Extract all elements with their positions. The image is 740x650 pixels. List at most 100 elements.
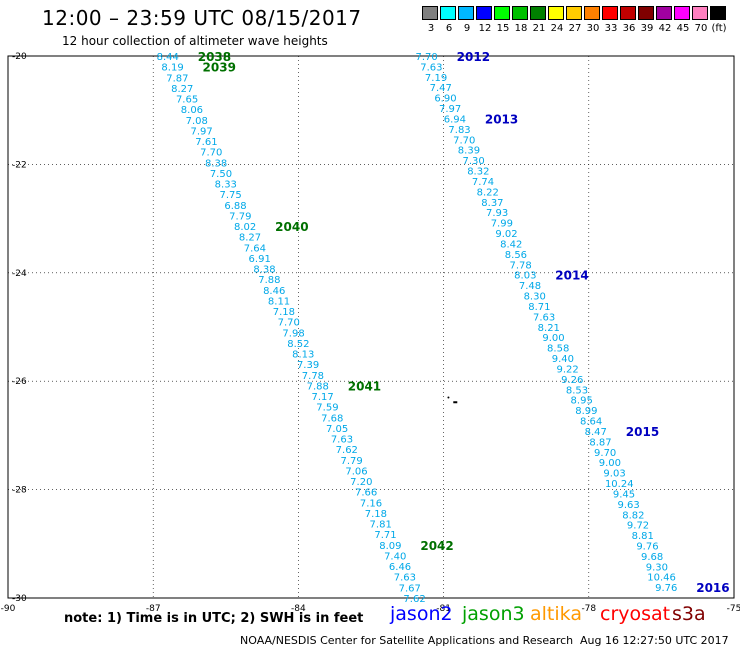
pass-time-label: 2015 (626, 425, 659, 439)
colorbar-label: 30 (586, 23, 600, 34)
wave-height-value: 8.03 (514, 271, 536, 282)
wave-height-value: 7.79 (341, 456, 363, 467)
wave-height-value: 9.40 (552, 354, 574, 365)
generated-timestamp: Aug 16 12:27:50 UTC 2017 (580, 634, 729, 647)
wave-height-value: 10.46 (647, 573, 676, 584)
wave-height-value: 7.59 (316, 403, 338, 414)
footer-note: note: 1) Time is in UTC; 2) SWH is in fe… (64, 611, 364, 626)
wave-height-value: 7.62 (336, 445, 358, 456)
wave-height-value: 7.99 (491, 219, 513, 230)
wave-height-value: 7.88 (307, 381, 329, 392)
wave-height-value: 7.50 (210, 169, 232, 180)
wave-height-colorbar: 3 6 9 12 15 18 21 24 27 30 33 36 39 42 45 70 (ft) (422, 6, 728, 34)
wave-height-value: 6.90 (434, 94, 456, 105)
wave-height-value: 8.53 (566, 385, 588, 396)
colorbar-label: 36 (622, 23, 636, 34)
wave-height-value: 8.21 (538, 323, 560, 334)
wave-height-value: 9.03 (603, 469, 625, 480)
colorbar-label: 33 (604, 23, 618, 34)
longitude-tick-label: -78 (581, 604, 596, 614)
colorbar-label: 42 (658, 23, 672, 34)
legend-item-cryosat: cryosat (600, 603, 671, 625)
latitude-tick-label: -24 (12, 269, 27, 279)
colorbar-label: 18 (514, 23, 528, 34)
longitude-tick-label: -84 (291, 604, 306, 614)
colorbar-swatch (602, 6, 618, 20)
wave-height-value: 7.05 (326, 424, 348, 435)
colorbar-swatches (422, 6, 728, 20)
wave-height-value: 7.63 (420, 62, 442, 73)
wave-height-value: 8.44 (157, 52, 179, 63)
wave-height-value: 9.68 (641, 552, 663, 563)
pass-time-label: 2016 (696, 581, 729, 595)
wave-height-value: 7.64 (244, 243, 266, 254)
colorbar-label: 70 (694, 23, 708, 34)
colorbar-swatch (638, 6, 654, 20)
longitude-tick-label: -81 (436, 604, 451, 614)
wave-height-value: 7.62 (403, 594, 425, 605)
wave-height-value: 8.30 (524, 292, 546, 303)
wave-height-value: 7.06 (345, 466, 367, 477)
colorbar-label: 27 (568, 23, 582, 34)
colorbar-swatch (692, 6, 708, 20)
colorbar-swatch (566, 6, 582, 20)
wave-height-value: 6.46 (389, 562, 411, 573)
wave-height-value: 7.68 (321, 413, 343, 424)
wave-height-value: 7.98 (282, 328, 304, 339)
wave-height-value: 7.48 (519, 281, 541, 292)
wave-height-value: 7.61 (195, 137, 217, 148)
latitude-tick-label: -28 (12, 486, 27, 496)
wave-height-value: 7.70 (200, 148, 222, 159)
wave-height-value: 8.27 (171, 84, 193, 95)
legend-item-s3a: s3a (672, 603, 706, 625)
pass-time-label: 2038 (198, 50, 231, 64)
wave-height-value: 8.11 (268, 296, 290, 307)
wave-height-value: 7.75 (220, 190, 242, 201)
latitude-tick-label: -30 (12, 594, 27, 604)
colorbar-swatch (494, 6, 510, 20)
wave-height-value: 8.13 (292, 350, 314, 361)
wave-height-value: 7.30 (463, 156, 485, 167)
wave-height-value: 7.19 (425, 73, 447, 84)
wave-height-value: 8.82 (622, 510, 644, 521)
wave-height-value: 8.02 (234, 222, 256, 233)
pass-time-label: 2013 (485, 112, 518, 126)
colorbar-swatch (710, 6, 726, 20)
wave-height-value: 8.27 (239, 233, 261, 244)
colorbar-label: 12 (478, 23, 492, 34)
wave-height-value: 6.94 (444, 114, 466, 125)
colorbar-label: 45 (676, 23, 690, 34)
colorbar-labels: 3 6 9 12 15 18 21 24 27 30 33 36 39 42 45 70 (ft) (422, 20, 728, 34)
wave-height-value: 7.97 (190, 126, 212, 137)
wave-height-value: 8.33 (215, 180, 237, 191)
wave-height-value: 7.40 (384, 551, 406, 562)
map-title: 12:00 – 23:59 UTC 08/15/2017 (42, 6, 362, 30)
wave-height-value: 8.09 (379, 541, 401, 552)
colorbar-label: 3 (427, 23, 435, 34)
wave-height-value: 9.00 (599, 458, 621, 469)
colorbar-swatch (422, 6, 438, 20)
colorbar-swatch (458, 6, 474, 20)
wave-height-value: 9.45 (613, 489, 635, 500)
colorbar-swatch (656, 6, 672, 20)
wave-height-value: 8.81 (632, 531, 654, 542)
wave-height-value: 7.17 (311, 392, 333, 403)
wave-height-value: 9.02 (495, 229, 517, 240)
wave-height-value: 7.70 (278, 318, 300, 329)
wave-height-value: 9.76 (636, 542, 658, 553)
wave-height-value: 9.22 (556, 364, 578, 375)
wave-height-value: 8.58 (547, 344, 569, 355)
wave-height-value: 7.16 (360, 498, 382, 509)
wave-height-value: 8.99 (575, 406, 597, 417)
wave-height-value: 8.06 (181, 105, 203, 116)
pass-time-label: 2014 (555, 269, 588, 283)
colorbar-swatch (440, 6, 456, 20)
island-marker (447, 396, 450, 399)
wave-height-value: 7.20 (350, 477, 372, 488)
credit-text: NOAA/NESDIS Center for Satellite Applica… (240, 634, 574, 647)
wave-height-value: 9.00 (542, 333, 564, 344)
wave-height-value: 7.83 (448, 125, 470, 136)
wave-height-value: 8.38 (205, 158, 227, 169)
wave-height-value: 8.46 (263, 286, 285, 297)
wave-height-value: 6.88 (224, 201, 246, 212)
